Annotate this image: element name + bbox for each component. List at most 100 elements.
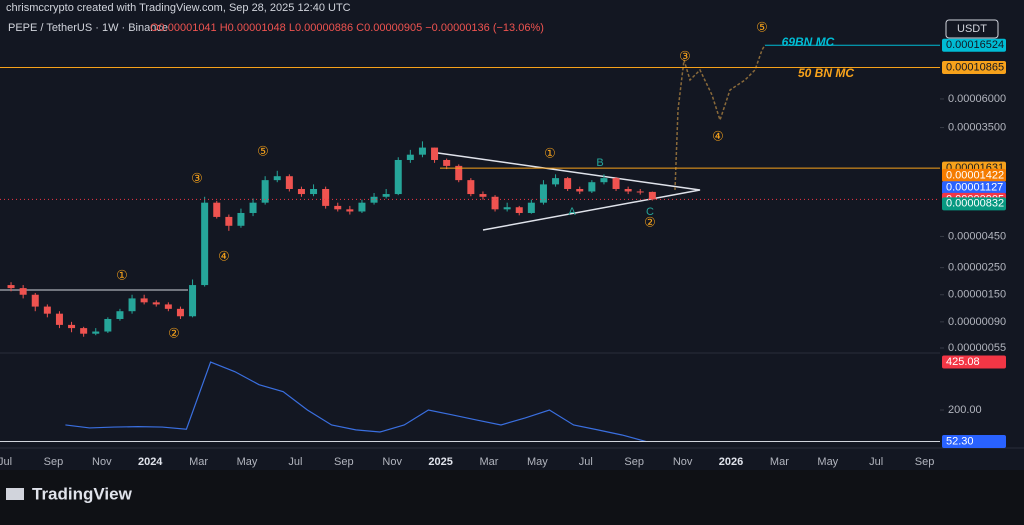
price-tag: [942, 38, 1006, 52]
price-tag-label: 425.08: [946, 356, 980, 368]
x-tick-label: Jul: [579, 456, 593, 468]
price-tag: [942, 435, 1006, 449]
candle-body: [261, 180, 269, 203]
currency-box[interactable]: [945, 19, 999, 39]
logo: [6, 488, 24, 500]
candle-body: [515, 207, 523, 213]
x-tick-label: May: [237, 456, 258, 468]
symbol: PEPE / TetherUS · 1W · Binance: [8, 22, 168, 34]
candle-body: [612, 178, 620, 189]
price-tag: [942, 197, 1006, 211]
price-tag: [942, 355, 1006, 369]
candle-body: [479, 194, 487, 197]
y-tick-label: 0.00003500: [948, 121, 1006, 133]
candle-body: [140, 298, 148, 303]
candle-body: [249, 202, 257, 213]
x-tick-label: May: [527, 456, 548, 468]
candle-body: [491, 196, 499, 210]
wave-annotation: ④: [218, 248, 230, 263]
candle-body: [346, 209, 354, 212]
price-tag-label: 0.00016524: [946, 39, 1004, 51]
price-tag-label: 0.00001422: [946, 169, 1004, 181]
x-tick-label: Sep: [915, 456, 935, 468]
wave-annotation: ①: [116, 267, 128, 282]
wave-annotation: ②: [168, 325, 180, 340]
candle-body: [310, 188, 318, 195]
price-tag-label: 0.00010865: [946, 61, 1004, 73]
candle-body: [297, 188, 305, 195]
candle-body: [394, 159, 402, 195]
x-tick-label: Mar: [189, 456, 208, 468]
candle-body: [576, 188, 584, 192]
candle-body: [443, 159, 451, 166]
price-tag: [942, 60, 1006, 74]
x-tick-label: Nov: [92, 456, 112, 468]
candle-body: [273, 176, 281, 181]
wave-annotation: B: [596, 157, 603, 169]
wave-annotation: 69BN MC: [782, 35, 835, 49]
candle-body: [104, 318, 112, 332]
candle-body: [503, 207, 511, 210]
footer-background: [0, 470, 1024, 520]
x-tick-label: Jul: [869, 456, 883, 468]
x-tick-label: 2025: [428, 456, 452, 468]
candle-body: [225, 216, 233, 226]
candle-body: [92, 331, 100, 334]
wave-annotation: ④: [712, 128, 724, 143]
candle-body: [128, 298, 136, 312]
candle-body: [43, 306, 51, 314]
candle-body: [527, 202, 535, 213]
wave-annotation: A: [568, 206, 576, 218]
candle-body: [201, 202, 209, 286]
wave-annotation: ①: [544, 145, 556, 160]
candle-body: [455, 165, 463, 181]
wave-annotation: ⑤: [756, 19, 768, 34]
wave-annotation: 50 BN MC: [798, 66, 854, 80]
candle-body: [539, 184, 547, 203]
wave-annotation: ③: [679, 48, 691, 63]
candle-body: [588, 182, 596, 192]
x-tick-label: Nov: [382, 456, 402, 468]
candle-body: [406, 154, 414, 160]
y-tick-label: 0.00000150: [948, 289, 1006, 301]
y-tick-label: 0.00000055: [948, 342, 1006, 354]
x-tick-label: Sep: [44, 456, 64, 468]
x-tick-label: Mar: [480, 456, 499, 468]
x-tick-label: 2024: [138, 456, 163, 468]
price-tag: [942, 181, 1006, 195]
x-tick-label: 2026: [719, 456, 743, 468]
price-tag-label: 0.00001127: [946, 182, 1003, 194]
wave-annotation: ②: [644, 214, 656, 229]
candle-body: [322, 188, 330, 206]
projection-path: [674, 44, 766, 191]
candle-body: [116, 311, 124, 319]
candle-body: [31, 294, 39, 307]
price-tag-label: 52.30: [946, 435, 974, 447]
x-tick-label: Sep: [624, 456, 644, 468]
chart-background: [0, 0, 1024, 470]
currency[interactable]: USDT: [957, 23, 987, 35]
candle-body: [382, 194, 390, 197]
candle-body: [636, 191, 644, 193]
candle-body: [600, 178, 608, 183]
candle-body: [164, 304, 172, 309]
candle-body: [285, 176, 293, 189]
x-tick-label: Mar: [770, 456, 789, 468]
indicator-line: [65, 361, 647, 443]
y-tick-label: 200.00: [948, 404, 982, 416]
y-tick-label: 0.00000450: [948, 230, 1006, 242]
candle-body: [213, 202, 221, 217]
x-tick-label: Jul: [288, 456, 302, 468]
candle-body: [418, 147, 426, 155]
x-tick-label: Nov: [673, 456, 693, 468]
y-tick-label: 0.00006000: [948, 93, 1006, 105]
candle-body: [431, 147, 439, 160]
price-tag-label: 0.00000832: [946, 198, 1004, 210]
candle-body: [467, 180, 475, 195]
wave-annotation: C: [646, 206, 654, 218]
candle-body: [624, 188, 632, 192]
author-line: chrismccrypto created with TradingView.c…: [6, 2, 351, 14]
x-tick-label: Sep: [334, 456, 354, 468]
wave-annotation: ⑤: [257, 143, 269, 158]
